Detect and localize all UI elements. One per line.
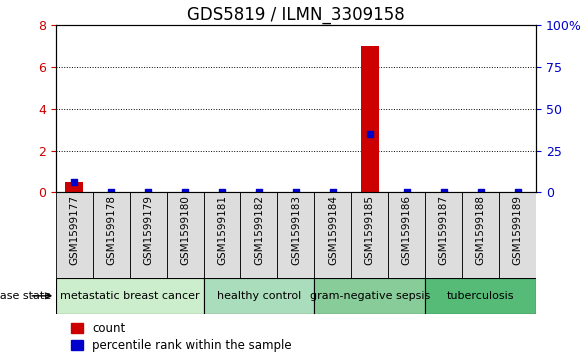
Text: GSM1599187: GSM1599187 [439, 195, 449, 265]
Bar [315, 278, 425, 314]
Point [144, 189, 153, 195]
Text: GSM1599177: GSM1599177 [69, 195, 79, 265]
Text: GSM1599182: GSM1599182 [254, 195, 264, 265]
Bar [425, 192, 462, 278]
Point [476, 189, 485, 195]
Point [291, 189, 301, 195]
Bar [360, 46, 379, 192]
Text: GSM1599183: GSM1599183 [291, 195, 301, 265]
Point [365, 131, 374, 137]
Text: GSM1599178: GSM1599178 [106, 195, 116, 265]
Point [180, 189, 190, 195]
Text: metastatic breast cancer: metastatic breast cancer [60, 291, 199, 301]
Text: GSM1599186: GSM1599186 [402, 195, 412, 265]
Text: GSM1599180: GSM1599180 [180, 195, 190, 265]
Text: disease state: disease state [0, 291, 51, 301]
Text: GSM1599188: GSM1599188 [476, 195, 486, 265]
Point [107, 189, 116, 195]
Bar [389, 192, 425, 278]
Text: gram-negative sepsis: gram-negative sepsis [310, 291, 430, 301]
Point [328, 189, 338, 195]
Bar [166, 192, 203, 278]
Point [70, 179, 79, 185]
Legend: count, percentile rank within the sample: count, percentile rank within the sample [71, 322, 292, 352]
Bar [499, 192, 536, 278]
Point [217, 189, 227, 195]
Bar [65, 182, 83, 192]
Text: healthy control: healthy control [217, 291, 301, 301]
Bar [203, 192, 240, 278]
Text: GSM1599189: GSM1599189 [513, 195, 523, 265]
Title: GDS5819 / ILMN_3309158: GDS5819 / ILMN_3309158 [187, 6, 405, 24]
Bar [277, 192, 315, 278]
Point [513, 189, 522, 195]
Bar [203, 278, 315, 314]
Text: GSM1599184: GSM1599184 [328, 195, 338, 265]
Bar [93, 192, 130, 278]
Text: GSM1599181: GSM1599181 [217, 195, 227, 265]
Bar [130, 192, 166, 278]
Point [402, 189, 411, 195]
Text: GSM1599179: GSM1599179 [143, 195, 153, 265]
Bar [56, 278, 203, 314]
Text: GSM1599185: GSM1599185 [365, 195, 375, 265]
Bar [56, 192, 93, 278]
Point [254, 189, 264, 195]
Bar [352, 192, 389, 278]
Bar [240, 192, 277, 278]
Bar [315, 192, 352, 278]
Bar [425, 278, 536, 314]
Point [439, 189, 448, 195]
Text: tuberculosis: tuberculosis [447, 291, 515, 301]
Bar [462, 192, 499, 278]
